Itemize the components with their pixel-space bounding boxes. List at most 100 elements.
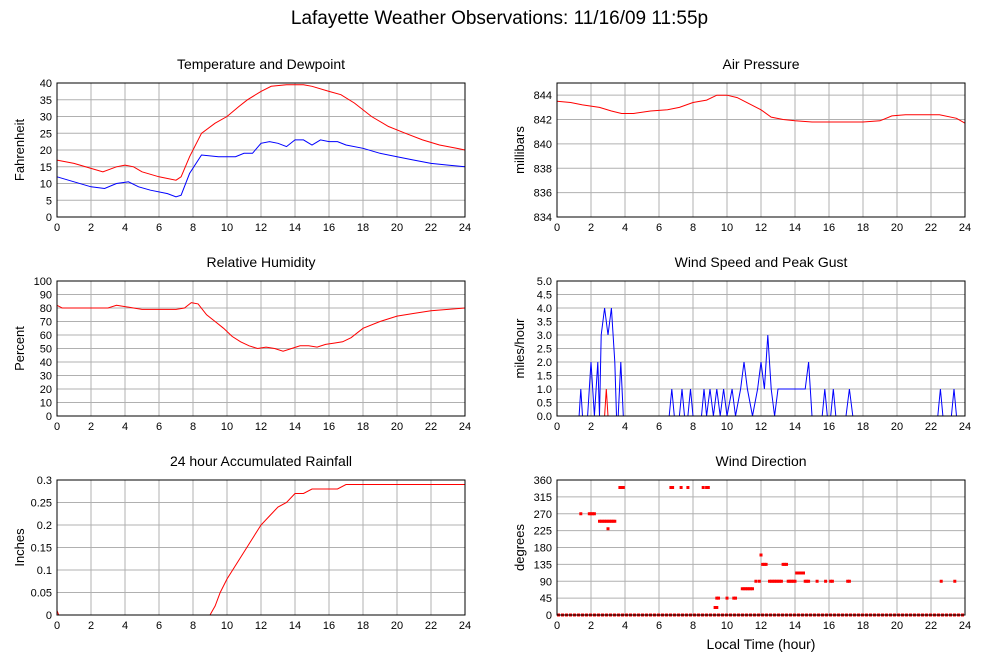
x-tick-label: 18 (857, 222, 869, 234)
y-tick-label: 3.0 (537, 330, 552, 342)
x-tick-label: 18 (357, 222, 369, 234)
x-tick-label: 12 (255, 421, 267, 433)
x-tick-label: 24 (959, 222, 971, 234)
data-point (790, 579, 794, 583)
y-tick-label: 4.0 (537, 303, 552, 315)
data-point (846, 579, 850, 583)
data-point (749, 587, 753, 591)
data-point (732, 596, 736, 600)
x-tick-label: 16 (323, 421, 335, 433)
y-tick-label: 1.5 (537, 371, 552, 383)
x-tick-label: 14 (789, 421, 801, 433)
data-point (715, 596, 719, 600)
x-tick-label: 2 (88, 222, 94, 234)
series-line-red (56, 484, 465, 616)
y-tick-label: 5 (46, 195, 52, 207)
x-tick-label: 16 (323, 620, 335, 632)
data-point (781, 562, 785, 566)
data-point (783, 562, 787, 566)
y-tick-label: 10 (40, 179, 52, 191)
x-tick-label: 20 (391, 421, 403, 433)
data-point (847, 579, 851, 583)
x-tick-label: 6 (656, 222, 662, 234)
x-tick-label: 16 (323, 222, 335, 234)
data-point (798, 571, 802, 575)
y-tick-label: 4.5 (537, 290, 552, 302)
x-tick-label: 8 (690, 421, 696, 433)
y-tick-label: 225 (534, 526, 552, 538)
data-point (601, 519, 605, 523)
y-tick-label: 0.0 (537, 411, 552, 423)
data-point (779, 579, 783, 583)
data-point (591, 512, 595, 516)
y-tick-label: 60 (40, 330, 52, 342)
data-point (761, 562, 765, 566)
data-point (830, 579, 834, 583)
x-tick-label: 24 (959, 620, 971, 632)
x-tick-label: 10 (221, 421, 233, 433)
y-tick-label: 0.1 (37, 565, 52, 577)
x-tick-label: 12 (255, 620, 267, 632)
x-tick-label: 4 (122, 620, 128, 632)
x-tick-label: 0 (554, 421, 560, 433)
data-point (762, 562, 766, 566)
x-tick-label: 22 (925, 620, 937, 632)
y-tick-label: 35 (40, 95, 52, 107)
y-tick-label: 2.5 (537, 344, 552, 356)
plot-frame (556, 82, 966, 218)
data-point (620, 486, 624, 489)
data-point (764, 562, 768, 566)
y-tick-label: 0.15 (31, 543, 52, 555)
data-point (705, 486, 709, 489)
data-point (778, 579, 782, 583)
data-point (774, 579, 778, 583)
y-tick-label: 838 (534, 163, 552, 175)
y-tick-label: 3.5 (537, 317, 552, 329)
x-tick-label: 16 (823, 222, 835, 234)
data-point (679, 486, 683, 489)
y-axis-label: Inches (12, 528, 27, 567)
data-point (621, 486, 625, 489)
x-tick-label: 12 (755, 620, 767, 632)
y-axis-label: miles/hour (512, 318, 527, 379)
x-tick-label: 24 (459, 421, 471, 433)
x-tick-label: 14 (289, 620, 301, 632)
y-tick-label: 0 (46, 411, 52, 423)
y-tick-label: 15 (40, 162, 52, 174)
y-tick-label: 270 (534, 509, 552, 521)
series-line-blue (56, 139, 466, 198)
x-tick-label: 2 (588, 421, 594, 433)
x-tick-label: 20 (891, 222, 903, 234)
y-axis-label: millibars (512, 126, 527, 174)
series-line-red (556, 94, 966, 124)
y-tick-label: 0 (46, 212, 52, 224)
y-tick-label: 360 (534, 475, 552, 487)
y-tick-label: 0.25 (31, 498, 52, 510)
data-point (587, 512, 591, 516)
x-tick-label: 24 (459, 222, 471, 234)
data-point (606, 527, 610, 531)
y-tick-label: 80 (40, 303, 52, 315)
y-tick-label: 0.05 (31, 588, 52, 600)
data-point (713, 606, 717, 609)
x-tick-label: 10 (721, 222, 733, 234)
x-tick-label: 24 (459, 620, 471, 632)
y-tick-label: 2.0 (537, 357, 552, 369)
plot-frame (556, 280, 966, 417)
data-point (815, 579, 819, 583)
x-tick-label: 2 (588, 620, 594, 632)
x-tick-label: 2 (88, 421, 94, 433)
data-point (759, 553, 763, 557)
plot-frame (56, 82, 466, 218)
data-point (717, 596, 720, 600)
x-tick-label: 8 (190, 421, 196, 433)
y-axis-label: Fahrenheit (12, 119, 27, 182)
y-tick-label: 50 (40, 344, 52, 356)
data-point (776, 579, 780, 583)
data-point (773, 579, 777, 583)
x-tick-label: 6 (656, 620, 662, 632)
y-tick-label: 20 (40, 145, 52, 157)
